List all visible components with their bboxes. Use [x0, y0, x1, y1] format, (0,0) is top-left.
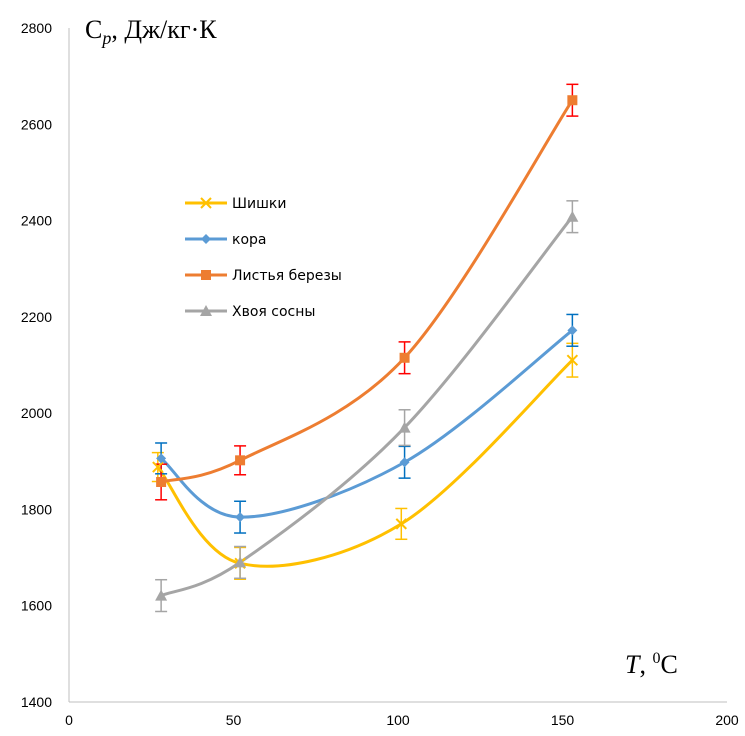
x-axis-title-rest2: C: [660, 650, 677, 679]
legend-marker: [201, 270, 211, 280]
legend-item-listya-berezy: Листья березы: [185, 268, 342, 284]
y-tick-label: 1800: [21, 501, 52, 517]
series-shishki-point: [395, 518, 407, 530]
series-kora-line: [160, 329, 574, 519]
series-listya-berezy-point: [567, 95, 578, 106]
series-kora-point: [156, 453, 167, 464]
y-tick-label: 2000: [21, 405, 52, 421]
legend-item-kora: кора: [185, 232, 267, 248]
error-bars: [151, 83, 579, 613]
data-markers: [152, 95, 579, 601]
legend-label: Листья березы: [232, 268, 342, 284]
y-tick-label: 2200: [21, 309, 52, 325]
series-kora-point: [567, 325, 578, 336]
y-tick-label: 2800: [21, 20, 52, 36]
y-tick-labels: 1400 1600 1800 2000 2200 2400 2600 2800: [21, 20, 52, 710]
series-curves: [156, 99, 574, 598]
y-tick-label: 2600: [21, 116, 52, 132]
y-tick-label: 2400: [21, 213, 52, 229]
legend-label: Шишки: [232, 196, 286, 212]
x-tick-label: 0: [65, 712, 73, 728]
x-axis-title-rest1: ,: [639, 650, 652, 679]
legend-item-khvoya-sosny: Хвоя сосны: [185, 304, 315, 320]
series-khvoya-sosny-point: [234, 556, 247, 568]
series-khvoya-sosny-point: [566, 210, 579, 222]
series-listya-berezy-line: [160, 99, 574, 484]
legend-marker: [200, 305, 212, 316]
y-tick-label: 1600: [21, 598, 52, 614]
series-shishki-line: [156, 359, 574, 568]
y-axis-title-sub: p: [100, 28, 111, 48]
series-kora-point: [399, 457, 410, 468]
series-shishki-point: [152, 461, 164, 473]
y-axis-title: Cp, Дж/кг·К: [85, 15, 217, 48]
series-listya-berezy-point: [235, 455, 246, 466]
x-tick-label: 150: [551, 712, 575, 728]
legend-label: Хвоя сосны: [232, 304, 315, 320]
legend-marker: [201, 234, 211, 244]
x-tick-label: 100: [386, 712, 410, 728]
x-tick-labels: 0 50 100 150 200: [65, 712, 739, 728]
series-listya-berezy-point: [156, 476, 167, 487]
y-axis-title-rest: , Дж/кг·К: [111, 15, 217, 44]
series-kora-point: [235, 512, 246, 523]
legend-marker: [200, 197, 212, 209]
series-shishki-point: [566, 354, 579, 366]
x-axis-title-sup: 0: [652, 650, 660, 667]
legend-label: кора: [232, 232, 267, 248]
legend-item-shishki: Шишки: [185, 196, 286, 212]
axes: [68, 28, 727, 703]
series-khvoya-sosny-point: [398, 421, 411, 433]
series-khvoya-sosny-line: [160, 215, 574, 598]
x-axis-title: T, 0C: [625, 650, 678, 679]
series-khvoya-sosny-point: [155, 589, 168, 601]
x-axis-title-main: T: [625, 650, 641, 679]
legend: Шишки кора Листья березы Хвоя сосны: [185, 196, 342, 320]
series-listya-berezy-point: [399, 352, 410, 363]
x-tick-label: 50: [226, 712, 242, 728]
y-axis-title-main: C: [85, 15, 102, 44]
y-tick-label: 1400: [21, 694, 52, 710]
x-tick-label: 200: [715, 712, 739, 728]
